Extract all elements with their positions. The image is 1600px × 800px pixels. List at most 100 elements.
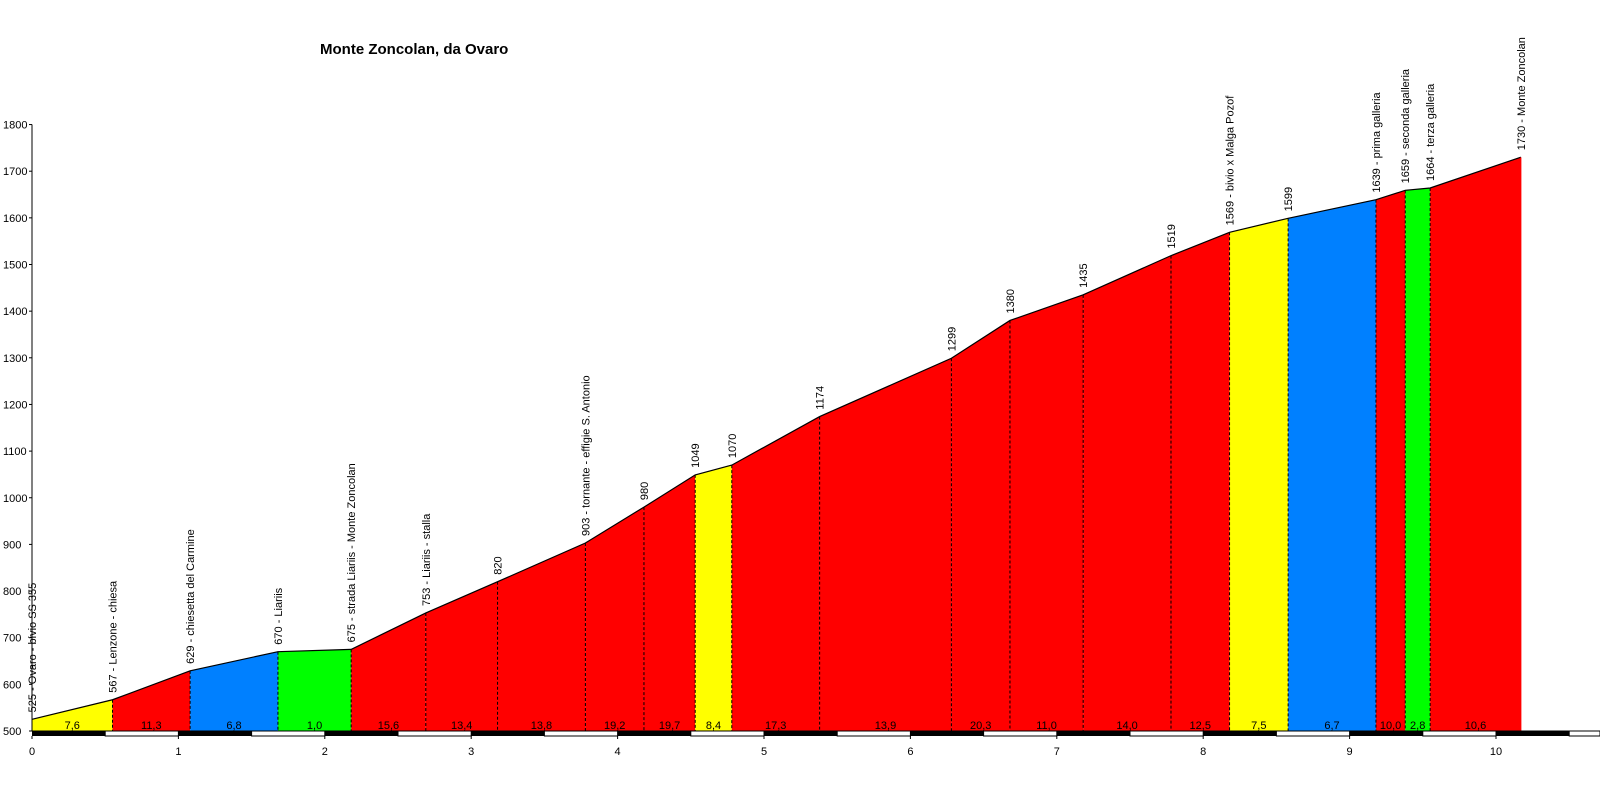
x-tick-label: 2 — [322, 746, 328, 758]
y-tick-label: 1000 — [3, 493, 27, 505]
gradient-label: 13,4 — [451, 720, 472, 732]
km-bar-light — [1568, 730, 1600, 737]
km-bar-dark — [178, 731, 252, 736]
point-label: 753 - Liariis - stalla — [421, 513, 433, 606]
km-bar-dark — [32, 731, 106, 736]
x-tick-label: 8 — [1200, 746, 1206, 758]
point-label: 670 - Liariis — [273, 587, 285, 644]
point-labels: 525 - Ovaro - bivio SS 355 567 - Lenzone … — [27, 37, 1528, 712]
y-tick-label: 1200 — [3, 399, 27, 411]
km-bar-dark — [471, 731, 545, 736]
gradient-label: 7,5 — [1251, 720, 1266, 732]
gradient-label: 7,6 — [65, 720, 80, 732]
gradient-label: 6,7 — [1324, 720, 1339, 732]
segment-fill — [1430, 157, 1521, 731]
point-label: 629 - chiesetta del Carmine — [185, 529, 197, 664]
y-tick-label: 1300 — [3, 353, 27, 365]
y-tick-label: 1800 — [3, 120, 27, 132]
x-tick-label: 7 — [1054, 746, 1060, 758]
gradient-label: 6,8 — [226, 720, 241, 732]
x-tick-label: 5 — [761, 746, 767, 758]
segment-dividers — [112, 187, 1431, 731]
gradient-label: 1,0 — [307, 720, 322, 732]
point-label: 675 - strada Liariis - Monte Zoncolan — [346, 463, 358, 642]
segment-fill — [695, 465, 732, 731]
segment-fill — [819, 358, 952, 731]
y-tick-label: 500 — [3, 726, 21, 738]
point-label: 1049 — [690, 443, 702, 467]
point-label: 1659 - seconda galleria — [1400, 68, 1412, 183]
gradient-label: 19,2 — [604, 720, 625, 732]
gradient-label: 10,6 — [1465, 720, 1486, 732]
y-tick-label: 800 — [3, 586, 21, 598]
point-label: 525 - Ovaro - bivio SS 355 — [27, 583, 39, 713]
x-axis: 0 1 2 3 4 5 6 7 8 9 10 — [29, 730, 1600, 758]
y-tick-label: 1500 — [3, 260, 27, 272]
segment-fill — [351, 612, 426, 731]
segment-fill — [1170, 232, 1230, 731]
y-tick-label: 700 — [3, 633, 21, 645]
point-label: 820 — [493, 556, 505, 574]
gradient-label: 11,3 — [141, 720, 162, 732]
x-tick-label: 0 — [29, 746, 35, 758]
x-tick-label: 4 — [615, 746, 621, 758]
point-label: 1174 — [815, 386, 827, 410]
y-tick-label: 1400 — [3, 306, 27, 318]
segment-fill — [277, 649, 352, 731]
gradient-label: 8,4 — [706, 720, 721, 732]
segment-fill — [1083, 255, 1171, 731]
segment-fill — [643, 474, 696, 731]
y-tick-label: 1700 — [3, 166, 27, 178]
y-tick-label: 600 — [3, 679, 21, 691]
km-bar-dark — [1349, 731, 1423, 736]
gradient-label: 2,8 — [1410, 720, 1425, 732]
point-label: 1299 — [946, 327, 958, 351]
gradient-label: 20,3 — [970, 720, 991, 732]
gradient-label: 12,5 — [1190, 720, 1211, 732]
point-label: 567 - Lenzone - chiesa — [108, 580, 120, 693]
segment-fill — [425, 581, 498, 731]
gradient-labels: 7,6 11,3 6,8 1,0 15,6 13,4 13,8 19,2 19,7 8,4 17,3… — [65, 720, 1487, 732]
segment-fill — [497, 543, 586, 731]
segment-fill — [190, 651, 278, 731]
y-axis: 500 600 700 800 900 1000 1100 1200 1300 1400 1500 1… — [3, 120, 33, 738]
segment-fill — [32, 699, 113, 731]
x-tick-label: 3 — [468, 746, 474, 758]
point-label: 980 — [639, 482, 651, 500]
km-bar-light — [690, 730, 765, 737]
km-bar-dark — [1496, 731, 1570, 736]
x-tick-label: 1 — [175, 746, 181, 758]
point-label: 1599 — [1283, 187, 1295, 211]
y-tick-label: 1600 — [3, 213, 27, 225]
point-label: 903 - tornante - effigie S. Antonio — [580, 375, 592, 536]
point-label: 1380 — [1005, 289, 1017, 313]
km-bar-dark — [764, 731, 838, 736]
segment-fill — [1009, 294, 1084, 731]
gradient-label: 14,0 — [1116, 720, 1137, 732]
segment-fill — [731, 416, 820, 731]
segment-fill — [1229, 218, 1289, 731]
gradient-label: 15,6 — [378, 720, 399, 732]
point-label: 1435 — [1078, 263, 1090, 287]
gradient-label: 19,7 — [659, 720, 680, 732]
gradient-label: 17,3 — [765, 720, 786, 732]
point-label: 1664 - terza galleria — [1425, 83, 1437, 181]
chart-title: Monte Zoncolan, da Ovaro — [320, 41, 508, 58]
gradient-label: 13,8 — [531, 720, 552, 732]
segment-fill — [1405, 187, 1431, 731]
km-bar-dark — [910, 731, 984, 736]
gradient-label: 11,0 — [1036, 720, 1057, 732]
point-label: 1519 — [1166, 224, 1178, 248]
km-bar-dark — [1056, 731, 1130, 736]
segment-fill — [585, 507, 644, 731]
x-tick-label: 10 — [1490, 746, 1502, 758]
segment-fill — [1288, 199, 1376, 731]
point-label: 1639 - prima galleria — [1371, 92, 1383, 193]
segment-fill — [1375, 190, 1406, 731]
segment-fill — [951, 320, 1010, 731]
x-tick-label: 9 — [1347, 746, 1353, 758]
y-tick-label: 900 — [3, 539, 21, 551]
km-bar-dark — [1203, 731, 1277, 736]
km-bar-dark — [324, 731, 398, 736]
